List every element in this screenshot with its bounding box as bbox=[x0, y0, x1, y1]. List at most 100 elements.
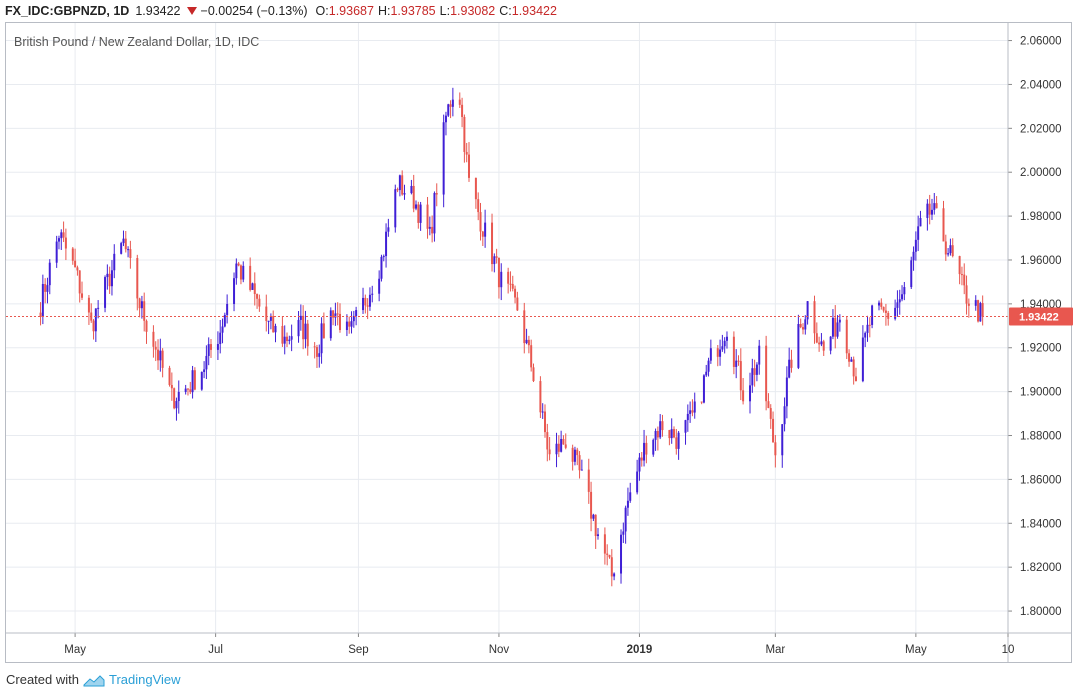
candle-body bbox=[949, 245, 952, 254]
candle-up bbox=[288, 335, 291, 345]
candle-body bbox=[850, 359, 853, 362]
candle-body bbox=[716, 348, 719, 357]
candle-down bbox=[640, 452, 643, 467]
candle-up bbox=[721, 334, 724, 352]
candle-down bbox=[336, 302, 339, 326]
candle-body bbox=[659, 421, 662, 438]
candle-down bbox=[675, 429, 678, 455]
candle-up bbox=[387, 218, 390, 237]
candle-body bbox=[339, 313, 341, 331]
candle-body bbox=[491, 222, 494, 265]
candle-up bbox=[41, 274, 44, 325]
candle-body bbox=[290, 336, 293, 340]
candle-body bbox=[378, 278, 381, 294]
candle-body bbox=[143, 301, 146, 321]
candle-body bbox=[64, 237, 67, 249]
candle-down bbox=[608, 554, 611, 559]
candle-down bbox=[435, 183, 438, 207]
candle-up bbox=[283, 325, 286, 355]
candle-body bbox=[974, 300, 977, 306]
candle-body bbox=[94, 308, 97, 332]
candle-body bbox=[170, 384, 173, 389]
symbol-label[interactable]: FX_IDC:GBPNZD, 1D bbox=[5, 4, 130, 18]
candle-body bbox=[274, 325, 277, 333]
candle-body bbox=[55, 241, 58, 263]
candle-body bbox=[947, 253, 950, 255]
candle-body bbox=[806, 301, 809, 320]
candle-body bbox=[138, 298, 141, 309]
candle-down bbox=[845, 315, 848, 360]
candle-body bbox=[177, 391, 180, 402]
candle-up bbox=[233, 272, 236, 312]
candle-body bbox=[799, 324, 802, 328]
candle-up bbox=[352, 310, 355, 328]
candle-body bbox=[435, 193, 438, 195]
candle-body bbox=[573, 449, 576, 462]
candle-body bbox=[463, 116, 466, 152]
candle-down bbox=[364, 294, 367, 314]
candle-body bbox=[394, 189, 397, 228]
chart-panel[interactable] bbox=[5, 22, 1072, 663]
candle-up bbox=[707, 357, 710, 377]
candle-body bbox=[431, 226, 434, 234]
candle-up bbox=[654, 428, 657, 451]
candle-up bbox=[613, 572, 616, 581]
candle-body bbox=[578, 455, 581, 471]
candle-body bbox=[868, 324, 871, 326]
candle-body bbox=[967, 303, 970, 306]
candle-up bbox=[919, 210, 922, 227]
candle-body bbox=[626, 500, 629, 508]
candle-body bbox=[587, 469, 590, 492]
candle-up bbox=[898, 289, 901, 315]
candle-body bbox=[184, 388, 187, 392]
candle-down bbox=[882, 306, 885, 313]
candle-down bbox=[265, 294, 268, 332]
candle-up bbox=[320, 317, 323, 364]
candle-up bbox=[113, 244, 116, 279]
candle-up bbox=[57, 235, 60, 250]
time-axis[interactable]: May Jul Sep Nov 2019 Mar May 10 bbox=[6, 632, 1071, 656]
candle-up bbox=[620, 529, 623, 584]
candle-down bbox=[576, 447, 579, 466]
candle-down bbox=[960, 266, 963, 286]
x-tick-label: May bbox=[905, 644, 927, 656]
candle-body bbox=[41, 284, 44, 318]
candle-body bbox=[979, 303, 982, 322]
candle-down bbox=[258, 294, 261, 312]
candle-down bbox=[737, 355, 740, 366]
candle-body bbox=[684, 420, 687, 433]
candle-body bbox=[673, 429, 675, 438]
candle-up bbox=[719, 339, 722, 366]
candle-down bbox=[739, 348, 742, 401]
candle-body bbox=[286, 336, 289, 342]
candle-body bbox=[702, 375, 705, 403]
tradingview-brand[interactable]: TradingView bbox=[108, 672, 181, 687]
candle-up bbox=[652, 438, 655, 457]
candle-down bbox=[136, 254, 139, 311]
candle-up bbox=[901, 285, 904, 302]
candle-up bbox=[46, 277, 49, 304]
candle-down bbox=[587, 458, 590, 504]
candle-body bbox=[302, 315, 305, 340]
candle-body bbox=[901, 294, 904, 300]
candle-down bbox=[348, 316, 351, 334]
candle-body bbox=[313, 346, 316, 348]
candle-body bbox=[336, 313, 339, 315]
candle-body bbox=[189, 389, 192, 393]
candle-body bbox=[219, 332, 222, 345]
candle-body bbox=[822, 341, 825, 351]
candle-body bbox=[977, 300, 980, 322]
candle-up bbox=[493, 253, 496, 273]
price-axis[interactable]: 2.06000 2.04000 2.02000 2.00000 1.98000 1.960… bbox=[1007, 23, 1062, 663]
candle-body bbox=[640, 457, 643, 461]
candle-body bbox=[887, 312, 890, 319]
candle-down bbox=[497, 257, 500, 299]
candle-up bbox=[914, 231, 917, 261]
candle-body bbox=[620, 534, 623, 574]
candle-body bbox=[546, 432, 549, 450]
candle-body bbox=[127, 249, 130, 251]
candle-up bbox=[97, 300, 100, 319]
candle-body bbox=[481, 231, 484, 237]
candle-body bbox=[790, 359, 793, 368]
